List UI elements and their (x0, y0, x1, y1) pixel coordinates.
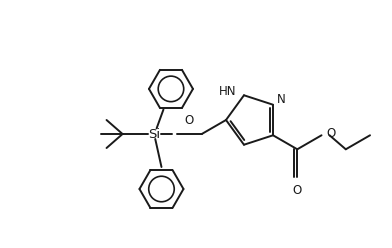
Text: Si: Si (149, 127, 161, 141)
Text: N: N (277, 93, 286, 106)
Text: O: O (293, 184, 302, 197)
Text: O: O (185, 114, 194, 127)
Text: O: O (327, 127, 336, 140)
Text: HN: HN (218, 85, 236, 98)
